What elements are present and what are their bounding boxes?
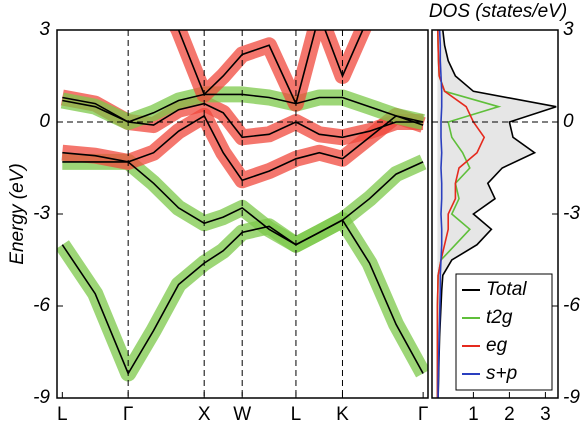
band-frame: [56, 29, 429, 399]
legend-label: eg: [486, 335, 508, 356]
y-tick-label: -6: [33, 295, 50, 316]
band-line: [62, 96, 424, 139]
y-tick-label: 3: [563, 19, 574, 40]
y-tick-label: 3: [39, 19, 50, 40]
x-tick-label: Γ: [123, 404, 133, 425]
fat-band: [57, 212, 428, 382]
dos-panel: 1 2 3 -9 -6 -3 0 3 Total t2g eg s+p: [431, 19, 580, 425]
legend-label: t2g: [486, 307, 513, 328]
x-tick-label: 3: [540, 404, 551, 425]
x-tick-label: W: [233, 404, 251, 425]
x-tick-label: L: [291, 404, 302, 425]
y-tick-label: -3: [563, 203, 580, 224]
y-axis-label: Energy (eV): [7, 163, 28, 264]
x-tick-label: Γ: [418, 404, 428, 425]
y-tick-label: 0: [563, 111, 574, 132]
x-tick-label: X: [198, 404, 211, 425]
legend-label: Total: [486, 279, 527, 300]
band-plot-area: [57, 30, 428, 382]
y-tick-label: -3: [33, 203, 50, 224]
dos-frame: [431, 29, 559, 399]
x-tick-label: K: [336, 404, 349, 425]
y-tick-label: -9: [33, 387, 50, 408]
dos-line: [436, 30, 486, 398]
legend-label: s+p: [486, 363, 517, 384]
y-tick-label: -9: [563, 387, 580, 408]
x-tick-label: 2: [504, 404, 515, 425]
legend-box: [455, 273, 553, 391]
y-tick-label: -6: [563, 295, 580, 316]
band-line: [62, 161, 424, 246]
x-tick-label: 1: [468, 404, 479, 425]
y-tick-label: 0: [39, 111, 50, 132]
band-panel: L Γ X W L K Γ -9 -6 -3 0 3: [33, 19, 429, 425]
x-tick-label: L: [57, 404, 68, 425]
dos-title: DOS (states/eV): [429, 1, 567, 22]
dos-line: [437, 30, 443, 398]
fat-band: [60, 86, 425, 130]
